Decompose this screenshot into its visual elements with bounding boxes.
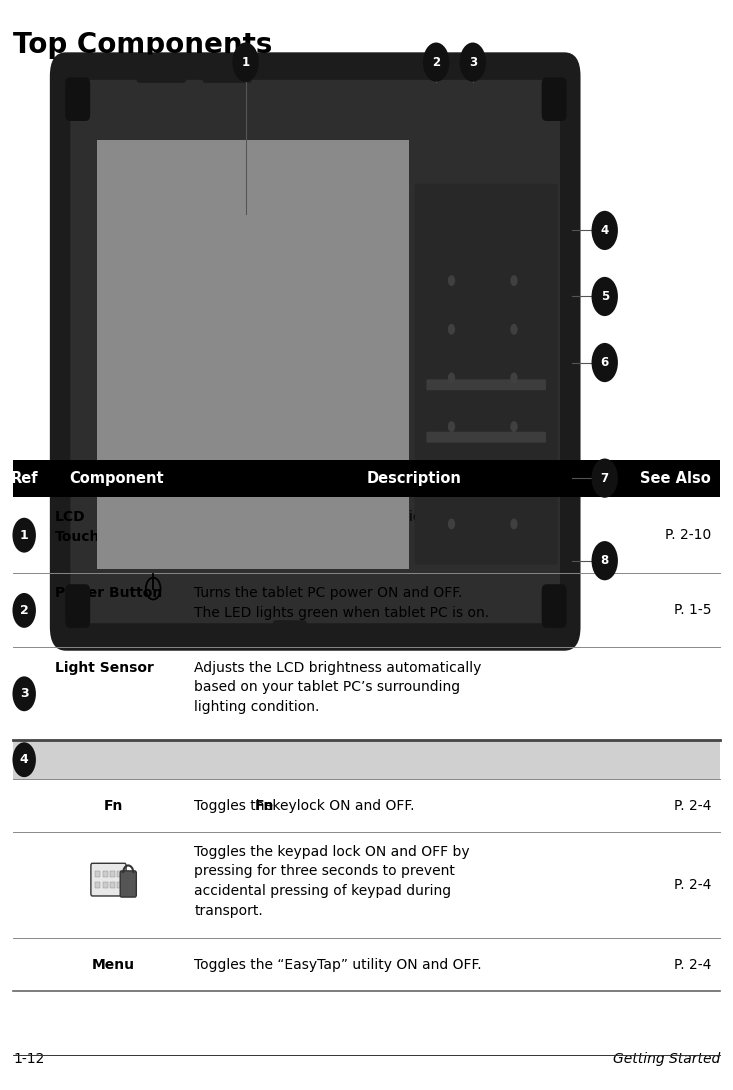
- Text: 1-12: 1-12: [13, 1052, 45, 1066]
- FancyBboxPatch shape: [120, 871, 136, 897]
- Circle shape: [448, 275, 455, 286]
- Circle shape: [448, 324, 455, 335]
- Text: Fn: Fn: [104, 799, 123, 812]
- Text: 4: 4: [600, 223, 609, 237]
- Circle shape: [460, 43, 486, 82]
- FancyBboxPatch shape: [110, 871, 115, 877]
- Text: 1: 1: [241, 56, 250, 69]
- FancyBboxPatch shape: [70, 80, 560, 623]
- Circle shape: [232, 43, 259, 82]
- Text: tablet PC.: tablet PC.: [194, 530, 262, 544]
- FancyBboxPatch shape: [427, 484, 546, 495]
- Text: P. 2-10: P. 2-10: [665, 529, 711, 542]
- Text: Toggles the “EasyTap” utility ON and OFF.: Toggles the “EasyTap” utility ON and OFF…: [194, 958, 482, 971]
- FancyBboxPatch shape: [427, 379, 546, 390]
- Circle shape: [510, 275, 517, 286]
- FancyBboxPatch shape: [50, 52, 581, 651]
- Text: lighting condition.: lighting condition.: [194, 700, 320, 714]
- FancyBboxPatch shape: [65, 584, 90, 628]
- Text: pressing for three seconds to prevent: pressing for three seconds to prevent: [194, 864, 455, 879]
- Text: LCD: LCD: [55, 510, 86, 524]
- Text: transport.: transport.: [194, 904, 263, 918]
- Text: based on your tablet PC’s surrounding: based on your tablet PC’s surrounding: [194, 680, 460, 694]
- FancyBboxPatch shape: [95, 871, 100, 877]
- Text: 4: 4: [20, 753, 29, 766]
- FancyBboxPatch shape: [95, 882, 100, 888]
- Circle shape: [510, 324, 517, 335]
- FancyBboxPatch shape: [542, 77, 567, 121]
- Text: 1: 1: [20, 529, 29, 542]
- Text: Menu: Menu: [92, 958, 135, 971]
- Circle shape: [592, 541, 618, 580]
- Circle shape: [592, 343, 618, 383]
- Circle shape: [12, 742, 36, 777]
- Circle shape: [510, 519, 517, 530]
- Text: Toggles the keypad lock ON and OFF by: Toggles the keypad lock ON and OFF by: [194, 845, 470, 859]
- FancyBboxPatch shape: [65, 77, 90, 121]
- Text: P. 1-5: P. 1-5: [674, 604, 711, 617]
- Circle shape: [423, 43, 449, 82]
- Text: Fn: Fn: [254, 799, 273, 812]
- Text: Touchscreen: Touchscreen: [55, 530, 152, 544]
- Text: P. 2-4: P. 2-4: [674, 958, 711, 971]
- Circle shape: [510, 470, 517, 481]
- FancyBboxPatch shape: [103, 871, 108, 877]
- Circle shape: [510, 373, 517, 384]
- FancyBboxPatch shape: [117, 871, 122, 877]
- Circle shape: [12, 518, 36, 553]
- Circle shape: [448, 470, 455, 481]
- Text: See Also: See Also: [640, 471, 711, 486]
- Text: Component: Component: [70, 471, 164, 486]
- Text: 3: 3: [20, 688, 29, 700]
- FancyBboxPatch shape: [13, 460, 720, 497]
- Text: Turns the tablet PC power ON and OFF.: Turns the tablet PC power ON and OFF.: [194, 586, 463, 601]
- Text: 7: 7: [600, 472, 609, 485]
- FancyBboxPatch shape: [136, 54, 186, 83]
- FancyBboxPatch shape: [427, 432, 546, 443]
- FancyBboxPatch shape: [202, 54, 252, 83]
- FancyBboxPatch shape: [110, 882, 115, 888]
- Text: P. 2-4: P. 2-4: [674, 879, 711, 892]
- Text: Top Components: Top Components: [13, 31, 273, 59]
- Circle shape: [592, 459, 618, 498]
- Text: 2: 2: [20, 604, 29, 617]
- Text: The LED lights green when tablet PC is on.: The LED lights green when tablet PC is o…: [194, 606, 490, 620]
- Circle shape: [592, 210, 618, 250]
- Text: Description: Description: [366, 471, 462, 486]
- Text: Ref: Ref: [10, 471, 38, 486]
- Circle shape: [12, 676, 36, 712]
- Text: Quick Buttons: Quick Buttons: [55, 753, 165, 766]
- Text: accidental pressing of keypad during: accidental pressing of keypad during: [194, 884, 452, 898]
- Text: Power Button: Power Button: [55, 586, 167, 601]
- Text: 6: 6: [600, 356, 609, 370]
- Text: Toggles the: Toggles the: [194, 799, 278, 812]
- FancyBboxPatch shape: [97, 140, 410, 569]
- Circle shape: [448, 373, 455, 384]
- FancyBboxPatch shape: [415, 184, 558, 565]
- FancyBboxPatch shape: [13, 740, 720, 779]
- FancyBboxPatch shape: [273, 620, 307, 643]
- FancyBboxPatch shape: [91, 863, 126, 896]
- Text: 5: 5: [600, 290, 609, 303]
- Text: Getting Started: Getting Started: [613, 1052, 720, 1066]
- Text: Light Sensor: Light Sensor: [55, 661, 154, 675]
- Circle shape: [12, 593, 36, 628]
- FancyBboxPatch shape: [542, 584, 567, 628]
- Text: 8: 8: [600, 554, 609, 567]
- FancyBboxPatch shape: [103, 882, 108, 888]
- Circle shape: [510, 421, 517, 432]
- Circle shape: [448, 421, 455, 432]
- FancyBboxPatch shape: [117, 882, 122, 888]
- Text: Adjusts the LCD brightness automatically: Adjusts the LCD brightness automatically: [194, 661, 482, 675]
- Text: 2: 2: [432, 56, 441, 69]
- Circle shape: [592, 277, 618, 316]
- Text: Displays and receives information for the: Displays and receives information for th…: [194, 510, 481, 524]
- Text: P. 2-4: P. 2-4: [674, 799, 711, 812]
- Text: keylock ON and OFF.: keylock ON and OFF.: [268, 799, 414, 812]
- Circle shape: [448, 519, 455, 530]
- Text: 3: 3: [468, 56, 477, 69]
